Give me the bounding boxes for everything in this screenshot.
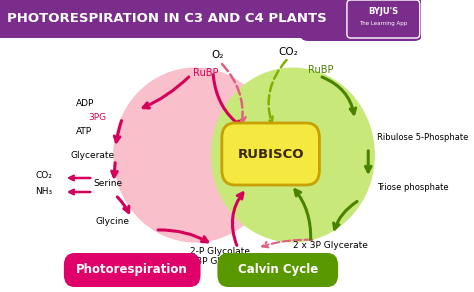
Text: RuBP: RuBP — [309, 65, 334, 75]
Text: CO₂: CO₂ — [279, 47, 298, 57]
Text: Glycerate: Glycerate — [71, 150, 115, 159]
Text: Triose phosphate: Triose phosphate — [377, 183, 449, 192]
FancyBboxPatch shape — [218, 253, 338, 287]
FancyBboxPatch shape — [64, 253, 201, 287]
Text: Photorespiration: Photorespiration — [76, 263, 188, 277]
FancyBboxPatch shape — [0, 0, 346, 38]
FancyBboxPatch shape — [299, 0, 423, 41]
Ellipse shape — [211, 67, 375, 242]
Text: BYJU'S: BYJU'S — [368, 8, 398, 17]
Text: The Learning App: The Learning App — [359, 22, 408, 27]
Text: Ribulose 5-Phosphate: Ribulose 5-Phosphate — [377, 133, 468, 142]
Text: Glycine: Glycine — [96, 218, 130, 227]
Ellipse shape — [113, 67, 277, 242]
FancyBboxPatch shape — [347, 0, 419, 38]
Text: Serine: Serine — [93, 180, 122, 189]
Text: 2 x 3P Glycerate: 2 x 3P Glycerate — [292, 241, 367, 249]
FancyBboxPatch shape — [0, 0, 350, 38]
Text: RUBISCO: RUBISCO — [237, 147, 304, 161]
Text: + 3P Glycerate: + 3P Glycerate — [186, 258, 255, 267]
Text: O₂: O₂ — [211, 50, 224, 60]
Text: NH₃: NH₃ — [36, 187, 53, 197]
FancyBboxPatch shape — [222, 123, 319, 185]
Text: ADP: ADP — [75, 98, 94, 107]
Text: Calvin Cycle: Calvin Cycle — [237, 263, 318, 277]
Text: 3PG: 3PG — [89, 114, 107, 123]
Text: CO₂: CO₂ — [36, 171, 52, 180]
Text: PHOTORESPIRATION IN C3 AND C4 PLANTS: PHOTORESPIRATION IN C3 AND C4 PLANTS — [7, 13, 327, 25]
Text: 2-P Glycolate: 2-P Glycolate — [190, 248, 250, 256]
Text: ATP: ATP — [75, 128, 91, 136]
Text: RuBP: RuBP — [193, 68, 219, 78]
